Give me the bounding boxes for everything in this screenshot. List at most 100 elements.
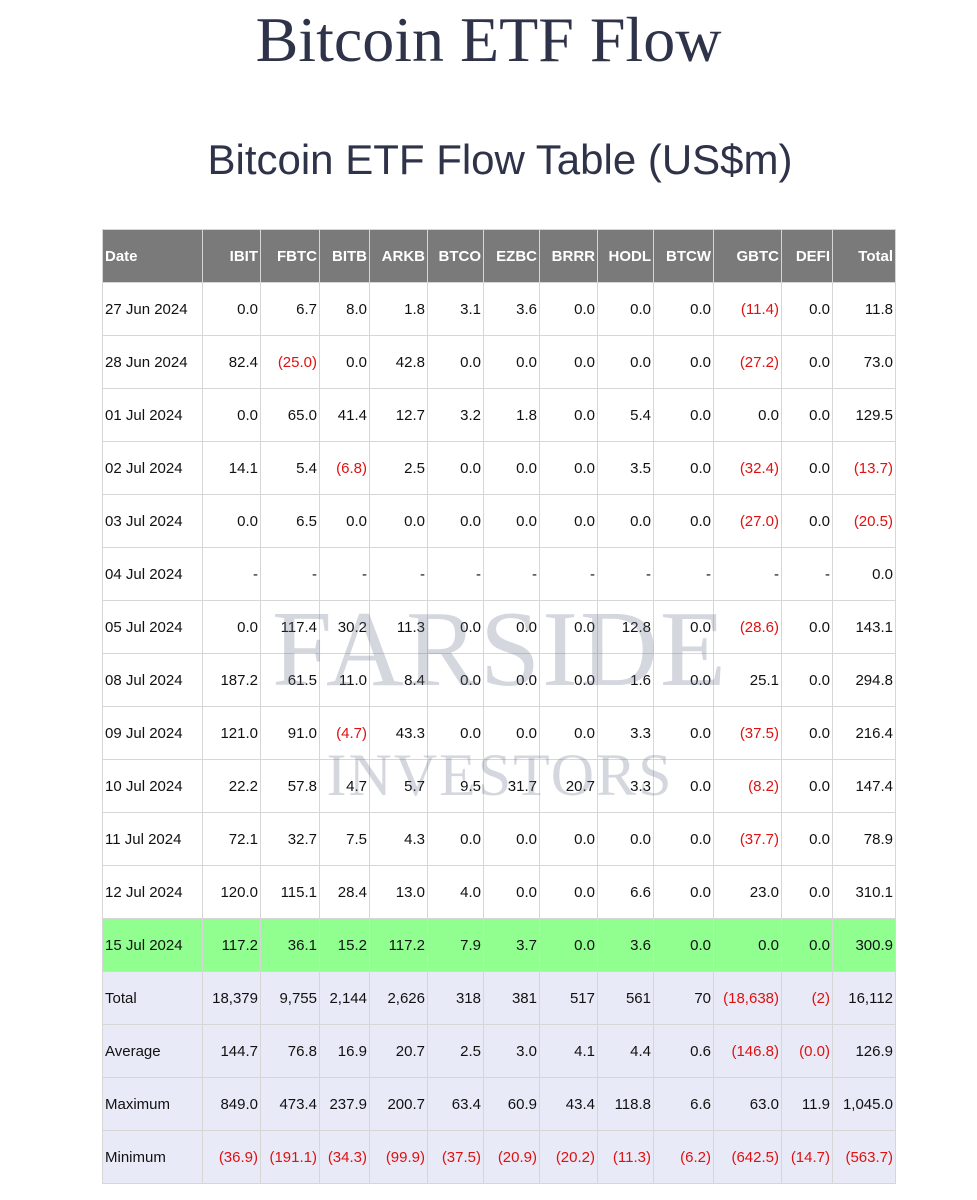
table-cell: 11.9: [781, 1077, 833, 1131]
table-cell: 0.0: [781, 388, 833, 442]
table-cell: 32.7: [260, 812, 320, 866]
table-cell: 61.5: [260, 653, 320, 707]
table-cell: 4.3: [369, 812, 428, 866]
table-cell: 4.7: [319, 759, 370, 813]
table-row: 27 Jun 2024 0.0 6.7 8.0 1.8 3.1 3.6 0.0 0.0 0.0 (1…: [102, 282, 896, 336]
table-cell: 0.0: [781, 706, 833, 760]
table-cell: 0.0: [781, 865, 833, 919]
row-label: 12 Jul 2024: [102, 865, 203, 919]
table-cell: (563.7): [832, 1130, 896, 1184]
row-label: 03 Jul 2024: [102, 494, 203, 548]
table-cell: 25.1: [713, 653, 782, 707]
table-cell: 0.0: [483, 706, 540, 760]
column-header-bitb: BITB: [319, 229, 370, 283]
table-cell: 121.0: [202, 706, 261, 760]
table-cell: 0.0: [597, 494, 654, 548]
table-cell: (11.3): [597, 1130, 654, 1184]
table-row: 12 Jul 2024 120.0 115.1 28.4 13.0 4.0 0.0 0.0 6.…: [102, 865, 896, 919]
table-cell: 3.0: [483, 1024, 540, 1078]
table-cell: 72.1: [202, 812, 261, 866]
table-cell: 3.2: [427, 388, 484, 442]
table-cell: 144.7: [202, 1024, 261, 1078]
table-cell: 561: [597, 971, 654, 1025]
table-cell: 0.0: [427, 653, 484, 707]
table-cell: 1.6: [597, 653, 654, 707]
table-cell: (191.1): [260, 1130, 320, 1184]
table-cell: 0.0: [781, 759, 833, 813]
table-cell: 2.5: [427, 1024, 484, 1078]
table-cell: 0.0: [713, 388, 782, 442]
table-cell: (18,638): [713, 971, 782, 1025]
table-cell: (642.5): [713, 1130, 782, 1184]
table-cell: (36.9): [202, 1130, 261, 1184]
site-title: Bitcoin ETF Flow: [255, 4, 722, 75]
table-body: 27 Jun 2024 0.0 6.7 8.0 1.8 3.1 3.6 0.0 0.0 0.0 (1…: [102, 282, 896, 1184]
table-cell: 8.0: [319, 282, 370, 336]
table-cell: 0.0: [539, 494, 598, 548]
table-cell: 0.0: [653, 282, 714, 336]
table-cell: 0.0: [597, 282, 654, 336]
summary-row: Maximum 849.0 473.4 237.9 200.7 63.4 60.9 43.4 1…: [102, 1077, 896, 1131]
summary-row: Total 18,379 9,755 2,144 2,626 318 381 517 561 70…: [102, 971, 896, 1025]
table-cell: (25.0): [260, 335, 320, 389]
table-cell: 0.0: [653, 653, 714, 707]
table-cell: -: [539, 547, 598, 601]
table-cell: (27.0): [713, 494, 782, 548]
summary-row: Average 144.7 76.8 16.9 20.7 2.5 3.0 4.1 4.4 0.6(…: [102, 1024, 896, 1078]
table-cell: 31.7: [483, 759, 540, 813]
table-cell: 43.4: [539, 1077, 598, 1131]
row-label: 10 Jul 2024: [102, 759, 203, 813]
table-cell: 9,755: [260, 971, 320, 1025]
table-row: 28 Jun 2024 82.4 (25.0) 0.0 42.8 0.0 0.0 0.0 0.0…: [102, 335, 896, 389]
table-cell: (20.5): [832, 494, 896, 548]
row-label: 05 Jul 2024: [102, 600, 203, 654]
column-header-defi: DEFI: [781, 229, 833, 283]
table-cell: 20.7: [369, 1024, 428, 1078]
column-header-arkb: ARKB: [369, 229, 428, 283]
table-cell: 0.0: [319, 335, 370, 389]
table-cell: 8.4: [369, 653, 428, 707]
table-cell: 60.9: [483, 1077, 540, 1131]
table-cell: (11.4): [713, 282, 782, 336]
table-cell: 0.0: [483, 812, 540, 866]
table-cell: 200.7: [369, 1077, 428, 1131]
table-title: Bitcoin ETF Flow Table (US$m): [207, 136, 793, 183]
table-cell: 0.0: [781, 441, 833, 495]
table-cell: 0.0: [653, 600, 714, 654]
table-cell: 0.0: [427, 494, 484, 548]
table-cell: 0.0: [539, 282, 598, 336]
table-cell: 517: [539, 971, 598, 1025]
table-cell: 11.8: [832, 282, 896, 336]
column-header-hodl: HODL: [597, 229, 654, 283]
table-cell: (99.9): [369, 1130, 428, 1184]
table-cell: 120.0: [202, 865, 261, 919]
table-cell: -: [319, 547, 370, 601]
table-cell: 91.0: [260, 706, 320, 760]
table-cell: -: [202, 547, 261, 601]
table-row: 05 Jul 2024 0.0 117.4 30.2 11.3 0.0 0.0 0.0 12.8…: [102, 600, 896, 654]
table-cell: 0.0: [202, 388, 261, 442]
table-cell: 0.0: [202, 600, 261, 654]
table-row: 15 Jul 2024 117.2 36.1 15.2 117.2 7.9 3.7 0.0 3.…: [102, 918, 896, 972]
table-cell: 0.0: [539, 812, 598, 866]
column-header-gbtc: GBTC: [713, 229, 782, 283]
table-cell: -: [260, 547, 320, 601]
column-header-ibit: IBIT: [202, 229, 261, 283]
table-cell: 0.0: [713, 918, 782, 972]
table-cell: 0.0: [483, 865, 540, 919]
column-header-date: Date: [102, 229, 203, 283]
table-cell: 0.0: [202, 282, 261, 336]
table-cell: 0.0: [653, 335, 714, 389]
table-cell: 117.2: [369, 918, 428, 972]
table-cell: 115.1: [260, 865, 320, 919]
table-cell: 30.2: [319, 600, 370, 654]
column-header-total: Total: [832, 229, 896, 283]
table-cell: 4.4: [597, 1024, 654, 1078]
table-cell: 2.5: [369, 441, 428, 495]
row-label: 09 Jul 2024: [102, 706, 203, 760]
table-cell: 3.5: [597, 441, 654, 495]
table-cell: 5.4: [260, 441, 320, 495]
table-cell: 43.3: [369, 706, 428, 760]
summary-row: Minimum (36.9) (191.1) (34.3) (99.9) (37.5) (2…: [102, 1130, 896, 1184]
table-cell: 0.0: [653, 494, 714, 548]
